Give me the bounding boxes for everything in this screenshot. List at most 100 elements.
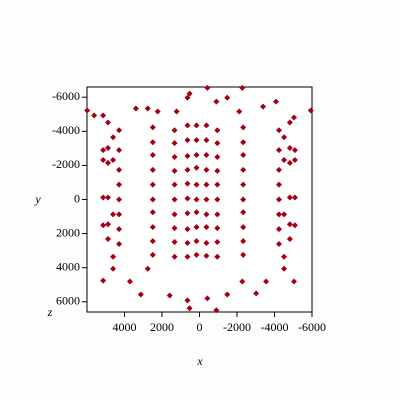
point bbox=[184, 166, 191, 173]
point bbox=[137, 291, 144, 298]
point bbox=[203, 152, 210, 159]
point bbox=[291, 278, 297, 285]
point bbox=[291, 156, 298, 163]
point bbox=[171, 167, 178, 174]
y-tick-label: 0 bbox=[74, 191, 80, 205]
point bbox=[240, 209, 247, 216]
point bbox=[126, 278, 133, 285]
point bbox=[171, 127, 178, 134]
point bbox=[184, 297, 191, 304]
point bbox=[171, 196, 178, 203]
y-tick-label: 6000 bbox=[56, 294, 80, 308]
point bbox=[116, 196, 123, 203]
point bbox=[276, 181, 282, 188]
point bbox=[214, 127, 221, 134]
point bbox=[171, 225, 178, 232]
x-tick-label: 0 bbox=[197, 320, 203, 334]
point bbox=[116, 147, 123, 154]
x-axis-label: x bbox=[196, 354, 203, 368]
point bbox=[286, 159, 293, 166]
point bbox=[184, 195, 191, 202]
point bbox=[144, 265, 151, 272]
point bbox=[171, 211, 178, 218]
point bbox=[203, 252, 210, 259]
point bbox=[240, 181, 247, 188]
point bbox=[240, 152, 247, 159]
point bbox=[214, 196, 221, 203]
point bbox=[105, 236, 111, 243]
point bbox=[105, 145, 111, 152]
point bbox=[276, 226, 282, 233]
point bbox=[204, 84, 211, 91]
point bbox=[110, 211, 117, 218]
point bbox=[214, 181, 221, 188]
point bbox=[193, 181, 200, 188]
point bbox=[281, 134, 288, 141]
point bbox=[273, 98, 279, 105]
point bbox=[286, 221, 293, 228]
z-axis-label: z bbox=[47, 305, 53, 319]
point bbox=[116, 240, 123, 247]
point bbox=[286, 145, 293, 152]
y-tick-label: -6000 bbox=[52, 89, 80, 103]
point bbox=[154, 108, 161, 115]
point bbox=[224, 291, 231, 298]
point bbox=[307, 107, 314, 114]
point bbox=[276, 211, 282, 218]
point bbox=[184, 253, 191, 260]
point bbox=[149, 166, 156, 173]
y-tick-label: -2000 bbox=[52, 157, 80, 171]
point bbox=[214, 225, 221, 232]
point bbox=[276, 196, 282, 203]
point bbox=[276, 127, 282, 134]
point bbox=[203, 122, 210, 129]
point bbox=[240, 124, 247, 131]
point bbox=[214, 211, 221, 218]
point bbox=[91, 112, 98, 119]
point bbox=[100, 222, 107, 229]
point bbox=[149, 152, 156, 159]
point bbox=[166, 292, 173, 299]
point bbox=[184, 137, 191, 144]
point bbox=[149, 139, 156, 146]
point bbox=[224, 94, 231, 101]
point bbox=[184, 226, 191, 233]
point bbox=[193, 164, 200, 171]
point bbox=[281, 265, 288, 272]
point bbox=[260, 103, 267, 110]
point bbox=[105, 159, 111, 166]
point bbox=[144, 105, 151, 112]
point bbox=[116, 166, 123, 173]
x-tick-label: -6000 bbox=[298, 320, 326, 334]
point bbox=[291, 147, 298, 154]
point bbox=[171, 181, 178, 188]
point bbox=[110, 253, 117, 260]
point bbox=[240, 139, 247, 146]
point bbox=[204, 295, 211, 302]
y-tick-label: -4000 bbox=[52, 123, 80, 137]
y-tick-label: 2000 bbox=[56, 225, 80, 239]
point bbox=[184, 94, 191, 101]
point bbox=[171, 154, 178, 161]
point bbox=[203, 181, 210, 188]
point bbox=[184, 239, 191, 246]
point bbox=[193, 122, 200, 129]
point bbox=[286, 194, 293, 201]
point bbox=[100, 112, 107, 119]
point bbox=[239, 278, 246, 285]
point bbox=[149, 181, 156, 188]
point bbox=[286, 119, 293, 126]
point bbox=[193, 238, 200, 245]
point bbox=[193, 251, 200, 258]
point bbox=[149, 238, 156, 245]
point bbox=[240, 196, 247, 203]
point bbox=[276, 147, 282, 154]
point bbox=[184, 122, 191, 129]
point bbox=[110, 134, 117, 141]
point bbox=[240, 251, 247, 258]
point bbox=[291, 194, 298, 201]
point bbox=[253, 290, 260, 297]
point bbox=[214, 253, 221, 260]
y-axis-label: y bbox=[34, 192, 41, 206]
